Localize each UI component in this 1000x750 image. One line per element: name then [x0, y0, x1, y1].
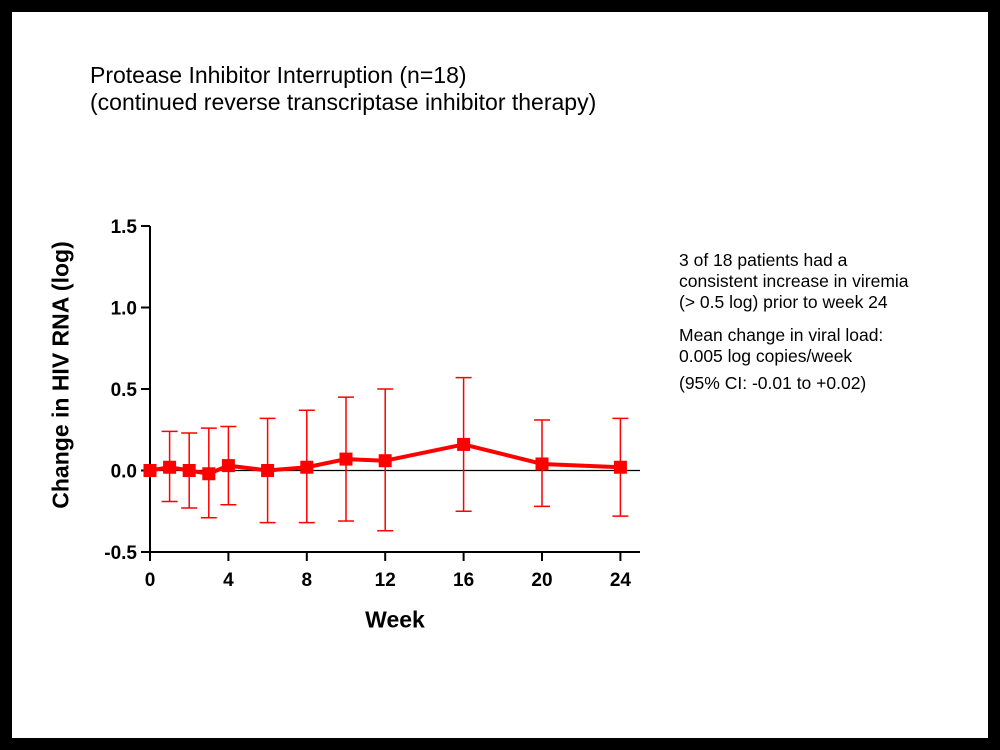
x-tick-label: 24 [610, 570, 632, 591]
y-tick-label: 0.0 [111, 462, 137, 483]
slide-background [12, 12, 988, 738]
data-point-marker [143, 464, 157, 477]
data-point-marker [182, 464, 196, 477]
annotation-ci-line: (95% CI: -0.01 to +0.02) [679, 373, 867, 393]
data-point-marker [261, 464, 275, 477]
title-line-1: Protease Inhibitor Interruption (n=18) [90, 62, 467, 88]
data-point-marker [300, 460, 314, 474]
x-tick-label: 8 [302, 570, 313, 591]
annotation-patients-line-1: 3 of 18 patients had a [679, 250, 848, 270]
data-point-marker [613, 460, 627, 474]
data-point-marker [202, 467, 216, 481]
y-tick-label: 1.0 [111, 299, 137, 320]
x-tick-label: 16 [453, 570, 474, 591]
annotation-patients-line-2: consistent increase in viremia [679, 271, 909, 291]
annotation-box: 3 of 18 patients had a consistent increa… [679, 250, 909, 394]
x-axis-label: Week [365, 606, 425, 633]
annotation-patients-line-3: (> 0.5 log) prior to week 24 [679, 292, 888, 312]
y-tick-label: 1.5 [111, 217, 138, 238]
y-tick-label: -0.5 [104, 543, 137, 564]
x-tick-label: 4 [223, 570, 234, 591]
annotation-mean-line-1: Mean change in viral load: [679, 325, 884, 345]
data-point-marker [339, 452, 353, 466]
x-tick-label: 20 [531, 570, 552, 591]
annotation-mean-line-2: 0.005 log copies/week [679, 346, 853, 366]
data-point-marker [378, 454, 392, 468]
chart-title: Protease Inhibitor Interruption (n=18) (… [90, 62, 596, 116]
data-point-marker [221, 459, 235, 473]
x-tick-label: 0 [145, 570, 156, 591]
data-point-marker [163, 460, 177, 474]
y-axis-label: Change in HIV RNA (log) [47, 241, 74, 509]
y-tick-label: 0.5 [111, 380, 138, 401]
data-point-marker [457, 437, 471, 451]
x-tick-label: 12 [375, 570, 396, 591]
data-point-marker [535, 457, 549, 471]
title-line-2: (continued reverse transcriptase inhibit… [90, 89, 597, 115]
